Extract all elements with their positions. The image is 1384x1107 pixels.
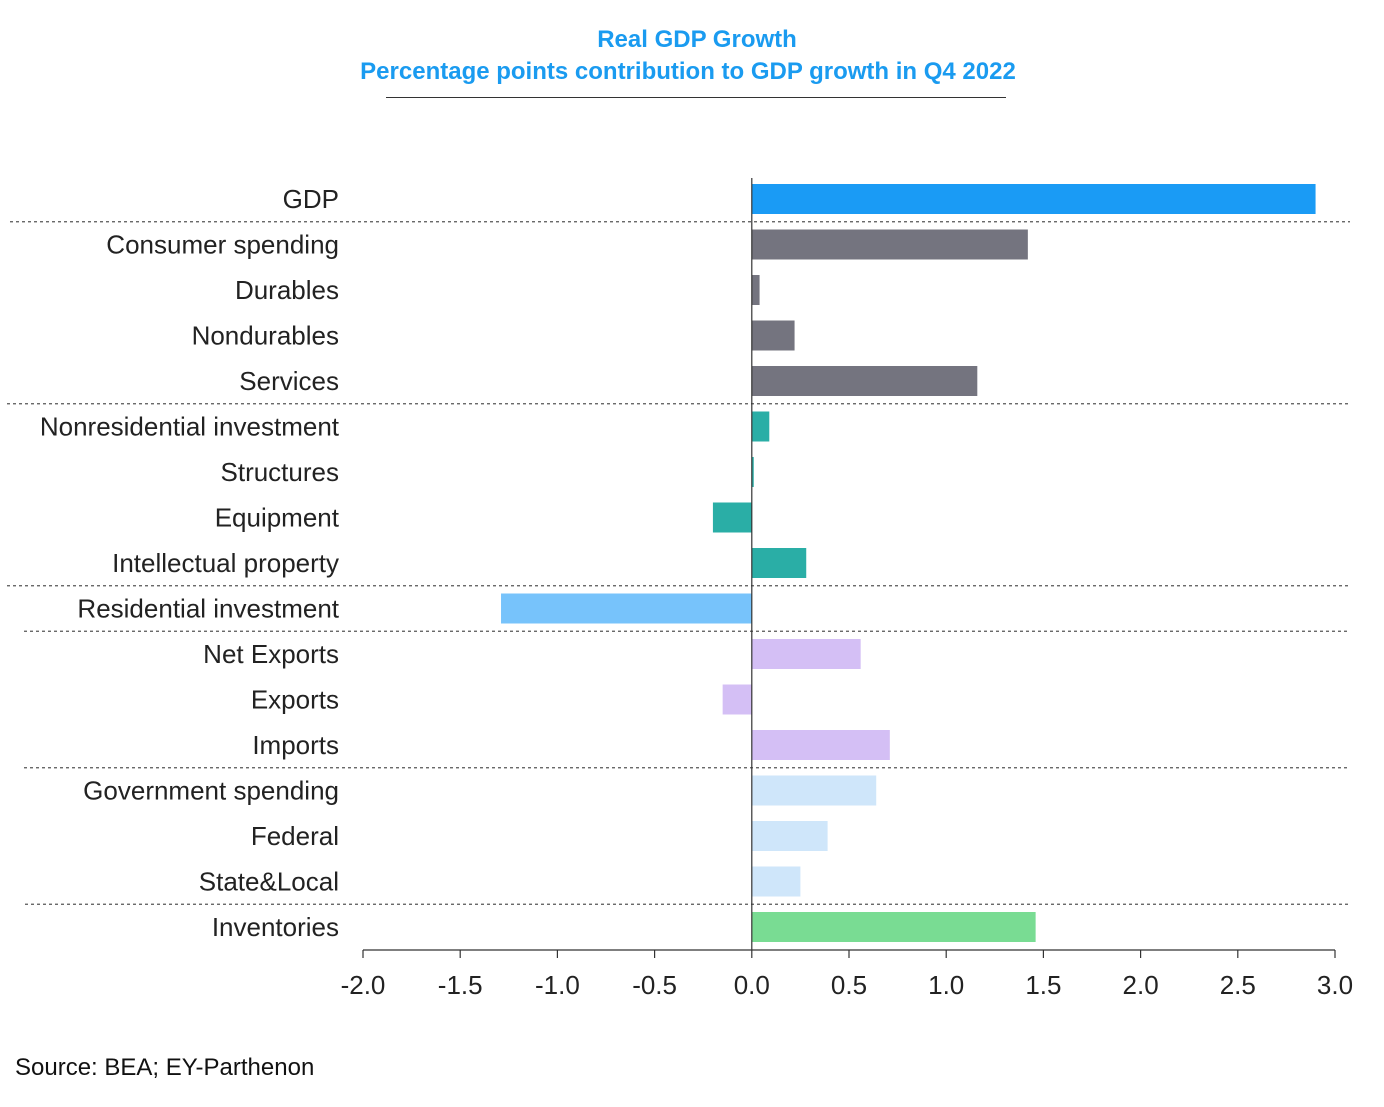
category-label-net-exports: Net Exports	[203, 639, 339, 669]
category-label-services: Services	[239, 366, 339, 396]
x-tick-label: 0.0	[734, 970, 770, 1000]
category-label-durables: Durables	[235, 275, 339, 305]
category-label-nonresidential-investment: Nonresidential investment	[40, 412, 340, 442]
bar-government-spending	[751, 775, 877, 806]
bar-equipment	[712, 502, 752, 533]
x-tick-label: -1.5	[438, 970, 483, 1000]
bars	[501, 184, 1316, 942]
bar-consumer-spending	[751, 229, 1028, 260]
title-underline	[386, 97, 1006, 98]
x-tick-label: 2.5	[1220, 970, 1256, 1000]
chart-title: Real GDP Growth	[597, 26, 797, 53]
x-tick-label: 3.0	[1317, 970, 1353, 1000]
category-label-equipment: Equipment	[215, 503, 340, 533]
bar-services	[751, 366, 978, 396]
group-separators	[7, 221, 1350, 905]
x-axis: -2.0 -1.5 -1.0 -0.5 0.0 0.5 1.0 1.5 2.0 2.5 3.0	[341, 949, 1353, 1000]
bar-residential-investment	[501, 593, 752, 624]
bar-nondurables	[751, 320, 795, 351]
category-label-intellectual-property: Intellectual property	[112, 548, 339, 578]
category-label-nondurables: Nondurables	[192, 321, 339, 351]
bar-net-exports	[751, 639, 861, 669]
category-label-exports: Exports	[251, 685, 339, 715]
category-labels: GDP Consumer spending Durables Nondurables S…	[40, 184, 340, 942]
category-label-residential-investment: Residential investment	[77, 594, 339, 624]
x-tick-label: -0.5	[632, 970, 677, 1000]
category-label-government-spending: Government spending	[83, 776, 339, 806]
bar-exports	[722, 684, 752, 715]
bar-intellectual-property	[751, 548, 807, 578]
bar-federal	[751, 821, 828, 851]
x-tick-label: 2.0	[1123, 970, 1159, 1000]
bar-imports	[751, 730, 890, 760]
category-label-structures: Structures	[221, 457, 340, 487]
bar-inventories	[751, 912, 1036, 942]
category-label-gdp: GDP	[283, 184, 339, 214]
bar-structures	[751, 457, 754, 487]
category-label-federal: Federal	[251, 821, 339, 851]
x-tick-label: -2.0	[341, 970, 386, 1000]
category-label-consumer-spending: Consumer spending	[106, 230, 339, 260]
bar-durables	[751, 275, 760, 305]
category-label-inventories: Inventories	[212, 912, 339, 942]
bar-state-local	[751, 866, 801, 897]
chart-subtitle: Percentage points contribution to GDP gr…	[360, 58, 1016, 85]
bar-gdp	[751, 184, 1316, 214]
bar-nonresidential-investment	[751, 411, 770, 442]
category-label-imports: Imports	[252, 730, 339, 760]
x-tick-label: 1.0	[928, 970, 964, 1000]
source-note: Source: BEA; EY-Parthenon	[15, 1054, 315, 1081]
category-label-state-local: State&Local	[199, 867, 339, 897]
x-tick-label: -1.0	[535, 970, 580, 1000]
x-tick-label: 1.5	[1025, 970, 1061, 1000]
x-tick-label: 0.5	[831, 970, 867, 1000]
